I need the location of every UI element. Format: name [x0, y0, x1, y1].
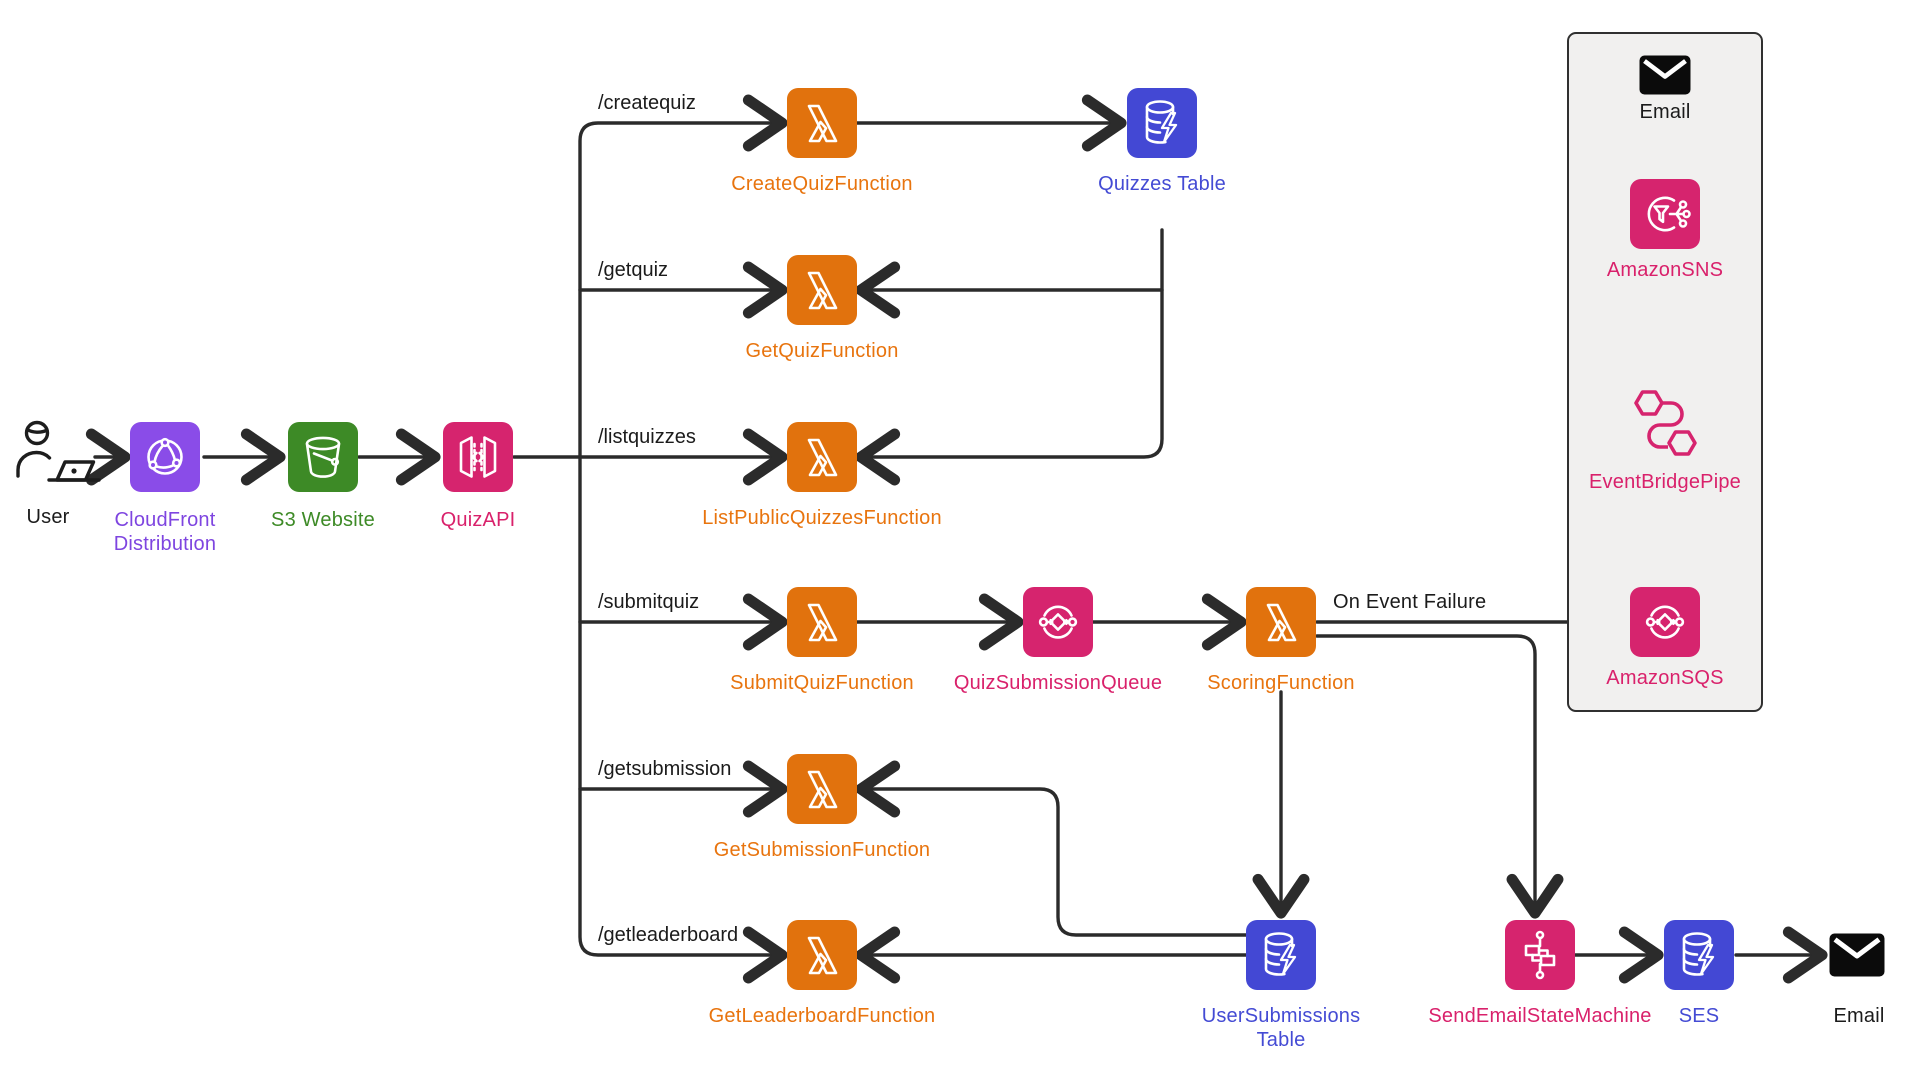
get-submission-function-label: GetSubmissionFunction [713, 839, 931, 861]
quiz-submission-queue-label: QuizSubmissionQueue [953, 672, 1163, 694]
cloudfront-icon [130, 422, 200, 492]
s3-website-label: S3 Website [271, 509, 375, 531]
create-quiz-function-icon [787, 88, 857, 158]
list-public-quizzes-function-label: ListPublicQuizzesFunction [702, 507, 942, 529]
send-email-state-machine-icon [1505, 920, 1575, 990]
ses-icon [1664, 920, 1734, 990]
get-submission-function-icon [787, 754, 857, 824]
on-event-failure-label: On Event Failure [1333, 591, 1487, 613]
route-listquizzes: /listquizzes [598, 426, 696, 448]
user-submissions-table-icon [1246, 920, 1316, 990]
quiz-submission-queue-icon [1023, 587, 1093, 657]
quizapi-label: QuizAPI [440, 509, 516, 531]
create-quiz-function-label: CreateQuizFunction [731, 173, 913, 195]
quizzes-table-icon [1127, 88, 1197, 158]
route-createquiz: /createquiz [598, 92, 696, 114]
eventbridge-pipe-label: EventBridgePipe [1589, 471, 1741, 493]
send-email-state-machine-label: SendEmailStateMachine [1428, 1005, 1652, 1027]
email-out-icon [1828, 932, 1886, 983]
get-quiz-function-icon [787, 255, 857, 325]
s3-website-icon [288, 422, 358, 492]
submit-quiz-function-label: SubmitQuizFunction [730, 672, 914, 694]
failure-email-label: Email [1639, 101, 1691, 123]
quizzes-table-label: Quizzes Table [1098, 173, 1226, 195]
user-label: User [26, 506, 70, 528]
cloudfront-label: CloudFront Distribution [113, 509, 217, 556]
get-leaderboard-function-label: GetLeaderboardFunction [708, 1005, 936, 1027]
submit-quiz-function-icon [787, 587, 857, 657]
route-submitquiz: /submitquiz [598, 591, 700, 613]
scoring-function-icon [1246, 587, 1316, 657]
list-public-quizzes-function-icon [787, 422, 857, 492]
route-getleaderboard: /getleaderboard [598, 924, 739, 946]
route-getsubmission: /getsubmission [598, 758, 732, 780]
amazon-sns-icon [1630, 179, 1700, 249]
amazon-sqs-icon [1630, 587, 1700, 657]
route-getquiz: /getquiz [598, 259, 669, 281]
email-out-label: Email [1833, 1005, 1885, 1027]
get-leaderboard-function-icon [787, 920, 857, 990]
get-quiz-function-label: GetQuizFunction [745, 340, 899, 362]
user-submissions-table-label: UserSubmissions Table [1201, 1005, 1361, 1052]
eventbridge-pipe-icon [1626, 384, 1704, 467]
scoring-function-label: ScoringFunction [1207, 672, 1355, 694]
amazon-sns-label: AmazonSNS [1606, 259, 1724, 281]
ses-label: SES [1678, 1005, 1720, 1027]
quizapi-icon [443, 422, 513, 492]
amazon-sqs-label: AmazonSQS [1606, 667, 1724, 689]
user-icon [10, 418, 106, 503]
failure-email-icon [1638, 54, 1692, 101]
